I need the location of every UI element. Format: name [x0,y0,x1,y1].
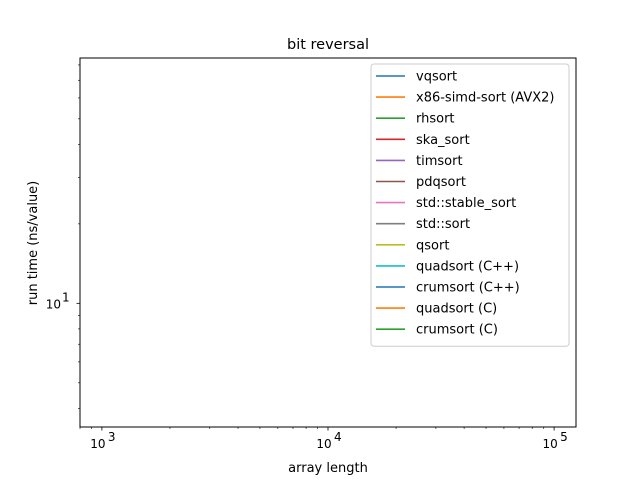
legend-label-7: std::sort [416,217,470,232]
legend-label-4: timsort [416,154,463,169]
legend-label-1: x86-simd-sort (AVX2) [416,91,555,106]
legend-frame [370,63,570,347]
x-axis-label: array length [288,461,368,476]
x-tick-label: 10 [542,437,557,451]
x-axis-ticks: 10 3 10 4 10 5 [79,427,568,451]
legend: vqsort x86-simd-sort (AVX2) rhsort ska_sort… [370,63,570,347]
legend-label-0: vqsort [416,70,457,85]
legend-label-11: quadsort (C) [416,302,497,317]
legend-label-12: crumsort (C) [416,323,498,338]
legend-label-8: qsort [416,238,449,253]
chart-title: bit reversal [287,37,369,53]
x-tick-label: 10 [90,437,105,451]
x-tick-label: 10 [316,437,331,451]
y-tick-label: 10 [46,297,61,311]
x-tick-exponent: 4 [334,430,342,444]
x-tick-exponent: 3 [108,430,116,444]
y-tick-exponent: 1 [62,290,70,304]
legend-label-3: ska_sort [416,133,470,148]
legend-label-6: std::stable_sort [416,196,516,211]
legend-label-5: pdqsort [416,175,466,190]
legend-label-10: crumsort (C++) [416,281,520,296]
legend-label-2: rhsort [416,112,455,127]
y-axis-label: run time (ns/value) [26,181,41,306]
legend-label-9: quadsort (C++) [416,259,519,274]
y-axis-ticks: 10 1 [46,64,80,409]
x-tick-exponent: 5 [560,430,568,444]
